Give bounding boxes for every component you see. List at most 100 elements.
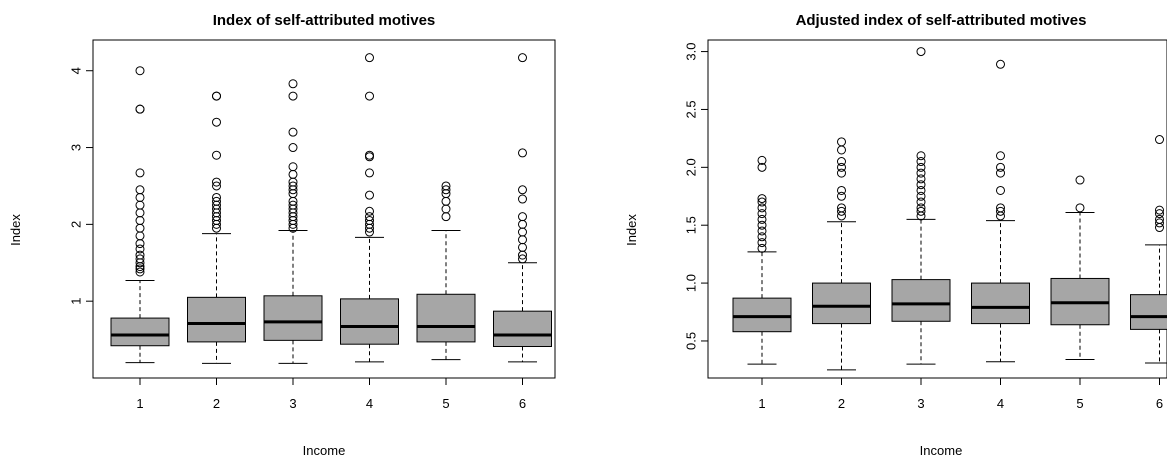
outlier-point (135, 66, 145, 76)
y-axis-label: Index (624, 214, 639, 246)
outlier-point (837, 206, 846, 216)
x-tick-label: 4 (366, 396, 373, 411)
outlier-point (135, 250, 145, 260)
outlier-point (518, 254, 527, 264)
outlier-point (916, 203, 926, 213)
outlier-point (212, 196, 221, 206)
outlier-point (212, 150, 221, 160)
outlier-point (135, 264, 145, 274)
outlier-point (916, 206, 926, 216)
iqr-box (891, 279, 951, 322)
left-boxplot-chart: Index of self-attributed motives Income … (8, 12, 556, 458)
outlier-point (288, 91, 298, 101)
y-tick-label: 0.5 (683, 332, 698, 350)
outlier-point (365, 206, 374, 216)
box-group (732, 155, 792, 365)
outlier-point (212, 91, 221, 101)
outlier-point (212, 177, 221, 187)
outlier-point (518, 212, 527, 222)
x-tick-label: 4 (997, 396, 1004, 411)
x-tick-label: 6 (1156, 396, 1163, 411)
outlier-point (916, 191, 926, 201)
outlier-point (365, 212, 374, 222)
outlier-point (916, 197, 926, 207)
y-tick-label: 1.5 (683, 216, 698, 234)
iqr-box (340, 298, 399, 345)
box-group (1050, 175, 1110, 360)
outlier-point (212, 181, 221, 191)
outlier-point (837, 203, 846, 213)
outlier-point (996, 168, 1005, 178)
y-tick-label: 4 (68, 67, 83, 74)
outlier-point (441, 204, 451, 214)
chart-title: Index of self-attributed motives (213, 12, 436, 29)
y-tick-label: 1 (68, 298, 83, 305)
outlier-point (135, 216, 145, 226)
box-group (416, 181, 476, 361)
outlier-point (135, 200, 145, 210)
outlier-point (916, 157, 926, 167)
outlier-point (441, 196, 451, 206)
box-group (891, 47, 951, 365)
outlier-point (518, 194, 527, 204)
outlier-point (1155, 205, 1164, 215)
iqr-box (971, 282, 1030, 325)
outlier-point (518, 219, 527, 229)
outlier-point (996, 185, 1005, 195)
right-boxplot-chart: Adjusted index of self-attributed motive… (624, 12, 1167, 458)
iqr-box (110, 317, 170, 347)
outlier-point (757, 197, 767, 207)
outlier-point (518, 227, 527, 237)
outlier-point (135, 231, 145, 241)
outlier-point (135, 244, 145, 254)
y-tick-label: 3.0 (683, 43, 698, 61)
outlier-point (1075, 175, 1085, 185)
outlier-point (837, 211, 846, 221)
iqr-box (493, 310, 552, 348)
outlier-point (837, 191, 846, 201)
outlier-point (996, 211, 1005, 221)
outlier-point (441, 185, 451, 195)
box-group (812, 137, 871, 371)
x-tick-label: 1 (758, 396, 765, 411)
outlier-point (757, 209, 767, 219)
outlier-point (916, 162, 926, 172)
x-tick-label: 3 (289, 396, 296, 411)
outlier-point (757, 214, 767, 224)
x-tick-label: 3 (917, 396, 924, 411)
outlier-point (996, 151, 1005, 161)
outlier-point (135, 185, 145, 195)
outlier-point (837, 162, 846, 172)
outlier-point (288, 181, 298, 191)
y-axis-label: Index (8, 214, 23, 246)
box-group (110, 66, 170, 364)
outlier-point (365, 91, 374, 101)
outlier-point (757, 220, 767, 230)
outlier-point (212, 117, 221, 127)
outlier-point (135, 239, 145, 249)
outlier-point (996, 162, 1005, 172)
box-group (971, 59, 1030, 363)
x-tick-label: 2 (838, 396, 845, 411)
outlier-point (135, 104, 145, 114)
x-tick-label: 6 (519, 396, 526, 411)
outlier-point (757, 243, 767, 253)
outlier-point (365, 216, 374, 226)
outlier-point (288, 169, 298, 179)
iqr-box (1130, 294, 1167, 330)
outlier-point (757, 155, 767, 165)
y-tick-label: 2.5 (683, 100, 698, 118)
outlier-point (1155, 214, 1164, 224)
outlier-point (757, 162, 767, 172)
outlier-point (365, 168, 374, 178)
outlier-point (837, 137, 846, 147)
y-tick-label: 3 (68, 144, 83, 151)
x-tick-label: 5 (1076, 396, 1083, 411)
outlier-point (837, 145, 846, 155)
outlier-point (518, 242, 527, 252)
box-group (187, 91, 246, 364)
outlier-point (288, 162, 298, 172)
outlier-point (1155, 223, 1164, 233)
outlier-point (365, 150, 374, 160)
chart-title: Adjusted index of self-attributed motive… (796, 12, 1087, 29)
